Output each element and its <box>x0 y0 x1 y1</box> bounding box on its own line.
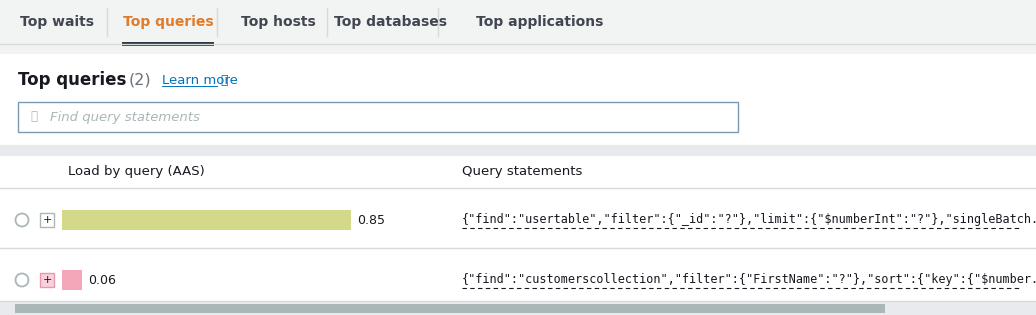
Text: Top waits: Top waits <box>20 15 94 29</box>
Text: ⧉: ⧉ <box>220 73 228 87</box>
Bar <box>0 0 1036 44</box>
Bar <box>62 210 351 230</box>
Text: +: + <box>42 215 52 225</box>
Text: Load by query (AAS): Load by query (AAS) <box>68 165 205 179</box>
Text: Query statements: Query statements <box>462 165 582 179</box>
Text: {"find":"usertable","filter":{"_id":"?"},"limit":{"$numberInt":"?"},"singleBatch: {"find":"usertable","filter":{"_id":"?"}… <box>462 214 1036 226</box>
Bar <box>15 303 885 312</box>
Bar <box>0 54 1036 303</box>
Bar <box>40 213 54 227</box>
Text: +: + <box>42 275 52 285</box>
Text: Learn more: Learn more <box>162 73 238 87</box>
Text: Top hosts: Top hosts <box>240 15 315 29</box>
Text: Top queries: Top queries <box>122 15 213 29</box>
Bar <box>40 273 54 287</box>
Text: Find query statements: Find query statements <box>50 111 200 123</box>
Text: Top queries: Top queries <box>18 71 126 89</box>
Text: (2): (2) <box>130 72 151 88</box>
Text: {"find":"customerscollection","filter":{"FirstName":"?"},"sort":{"key":{"$number: {"find":"customerscollection","filter":{… <box>462 273 1036 287</box>
Text: Top databases: Top databases <box>334 15 447 29</box>
Bar <box>0 301 1036 315</box>
Bar <box>62 270 83 290</box>
Bar <box>18 102 738 132</box>
Text: Top applications: Top applications <box>477 15 604 29</box>
Text: 0.85: 0.85 <box>357 214 385 226</box>
Text: 🔍: 🔍 <box>30 111 37 123</box>
Text: 0.06: 0.06 <box>88 273 116 287</box>
